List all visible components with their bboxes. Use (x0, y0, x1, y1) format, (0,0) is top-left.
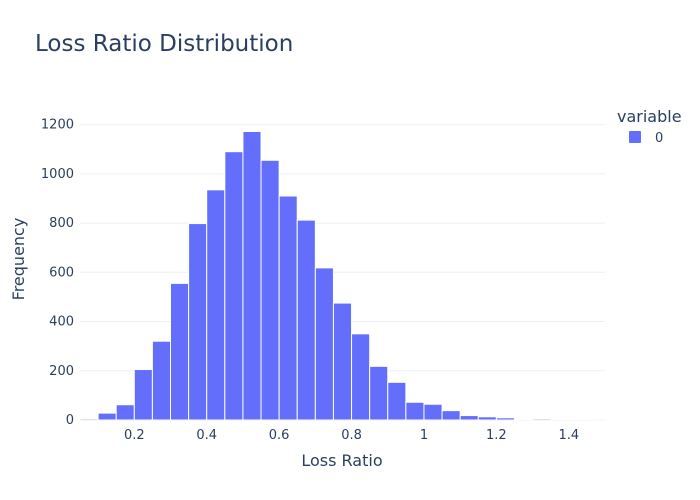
histogram-bar[interactable] (242, 131, 262, 421)
y-tick-label: 0 (66, 413, 74, 428)
y-tick-label: 400 (49, 315, 74, 330)
histogram-bar[interactable] (260, 159, 280, 421)
histogram-bar[interactable] (133, 369, 153, 421)
histogram-bar[interactable] (513, 418, 534, 421)
x-axis-title: Loss Ratio (301, 451, 382, 470)
histogram-bar[interactable] (206, 189, 226, 421)
histogram-bar[interactable] (405, 401, 425, 421)
y-axis-ticks: 0 200 400 600 800 1000 1200 (41, 118, 74, 428)
histogram-bar[interactable] (115, 404, 135, 421)
histogram-bar[interactable] (495, 417, 515, 421)
histogram-bars (79, 131, 606, 421)
histogram-bar[interactable] (151, 340, 172, 421)
x-axis-ticks: 0.2 0.4 0.6 0.8 1 1.2 1.4 (124, 428, 579, 443)
legend-swatch[interactable] (629, 131, 641, 143)
x-tick-label: 1.4 (558, 428, 579, 443)
histogram-bar[interactable] (441, 410, 461, 421)
histogram-bar[interactable] (532, 418, 552, 421)
x-tick-label: 0.8 (341, 428, 362, 443)
x-tick-label: 0.4 (196, 428, 217, 443)
histogram-bar[interactable] (314, 267, 334, 421)
x-tick-label: 1 (420, 428, 428, 443)
legend[interactable]: variable 0 (617, 107, 682, 146)
histogram-bar[interactable] (97, 412, 117, 421)
histogram-bar[interactable] (224, 151, 244, 421)
legend-title: variable (617, 107, 682, 126)
histogram-bar[interactable] (459, 415, 479, 421)
y-tick-label: 1200 (41, 118, 74, 133)
x-tick-label: 1.2 (486, 428, 507, 443)
histogram-bar[interactable] (79, 418, 99, 421)
legend-entry-label[interactable]: 0 (655, 131, 663, 146)
y-axis-title: Frequency (9, 218, 28, 301)
x-tick-label: 0.2 (124, 428, 145, 443)
histogram-bar[interactable] (296, 219, 316, 421)
y-tick-label: 800 (49, 216, 74, 231)
histogram-bar[interactable] (477, 416, 497, 421)
y-tick-label: 200 (49, 364, 74, 379)
x-tick-label: 0.6 (269, 428, 290, 443)
chart-title: Loss Ratio Distribution (35, 31, 293, 57)
histogram-bar[interactable] (170, 282, 190, 421)
y-tick-label: 600 (49, 265, 74, 280)
histogram-bar[interactable] (278, 195, 298, 421)
histogram-bar[interactable] (387, 381, 407, 421)
y-tick-label: 1000 (41, 167, 74, 182)
histogram-bar[interactable] (188, 223, 208, 421)
histogram-bar[interactable] (351, 333, 371, 421)
histogram-bar[interactable] (568, 418, 588, 421)
histogram-bar[interactable] (332, 302, 353, 421)
histogram-bar[interactable] (369, 365, 389, 421)
histogram-bar[interactable] (423, 403, 443, 421)
